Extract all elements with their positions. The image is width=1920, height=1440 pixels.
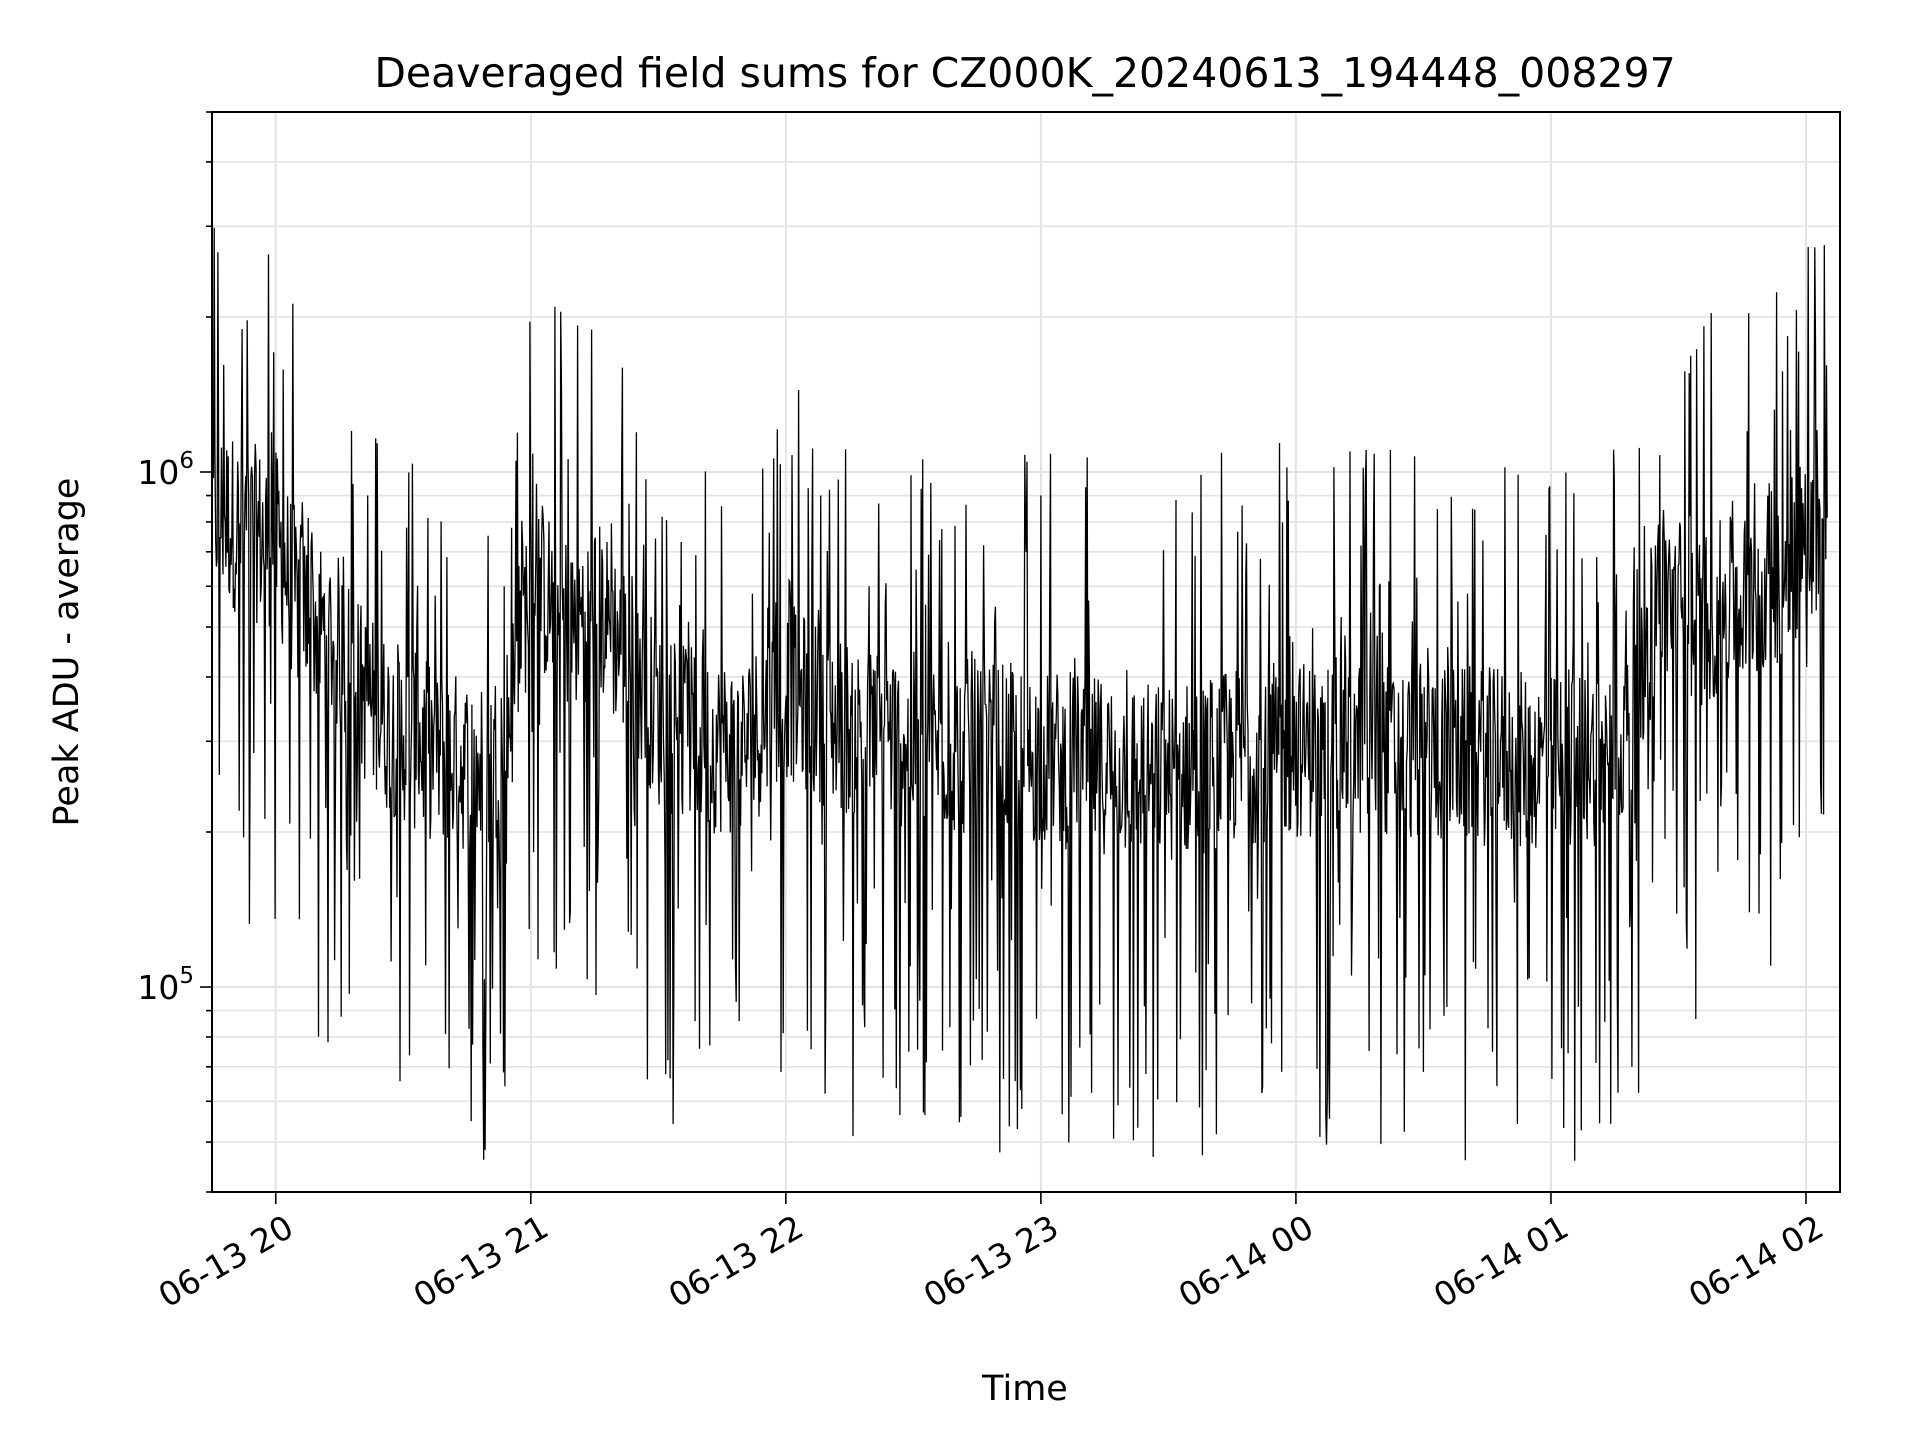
y-tick-label: 106 bbox=[137, 448, 194, 492]
y-axis-label: Peak ADU - average bbox=[47, 478, 87, 827]
x-axis-label: Time bbox=[981, 1369, 1068, 1409]
series-line bbox=[212, 227, 1828, 1161]
y-tick-label: 105 bbox=[137, 963, 194, 1007]
plot-frame bbox=[211, 111, 1841, 1193]
y-axis: 105 106 bbox=[137, 111, 212, 1193]
chart-title: Deaveraged field sums for CZ000K_2024061… bbox=[374, 49, 1675, 97]
